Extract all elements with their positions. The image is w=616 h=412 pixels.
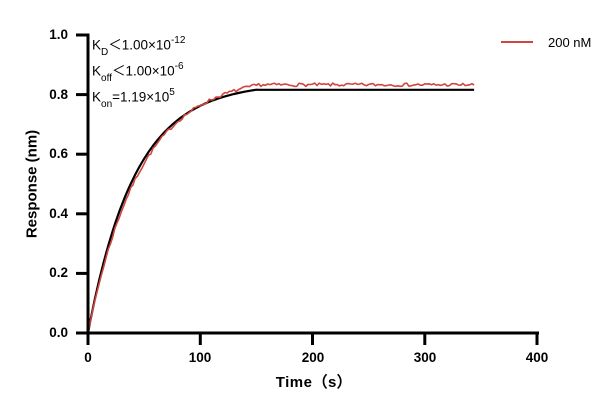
y-tick-label-0.6: 0.6 (49, 146, 68, 161)
annotation-kd: KD＜1.00×10-12 (92, 35, 186, 59)
x-tick-label-200: 200 (301, 350, 325, 365)
x-tick-label-300: 300 (413, 350, 437, 365)
x-tick-label-0: 0 (84, 350, 92, 365)
annotation-kon: Kon=1.19×105 (92, 87, 175, 111)
y-tick-label-0.0: 0.0 (49, 325, 68, 340)
x-tick-label-100: 100 (188, 350, 212, 365)
y-tick-label-0.2: 0.2 (49, 265, 68, 280)
y-tick-label-0.8: 0.8 (49, 87, 68, 102)
y-tick-label-0.4: 0.4 (49, 206, 68, 221)
data-curve-200nM (87, 82, 475, 334)
legend-label-200nM: 200 nM (548, 35, 592, 50)
fit-curve (86, 88, 475, 334)
y-tick-label-1.0: 1.0 (49, 27, 68, 42)
x-tick-label-400: 400 (525, 350, 549, 365)
kinetic-constants-annotation: KD＜1.00×10-12 Koff＜1.00×10-6 Kon=1.19×10… (92, 29, 186, 111)
annotation-koff: Koff＜1.00×10-6 (92, 61, 184, 85)
x-axis-title: Time（s） (275, 374, 353, 391)
y-axis-title: Response (nm) (23, 129, 41, 239)
